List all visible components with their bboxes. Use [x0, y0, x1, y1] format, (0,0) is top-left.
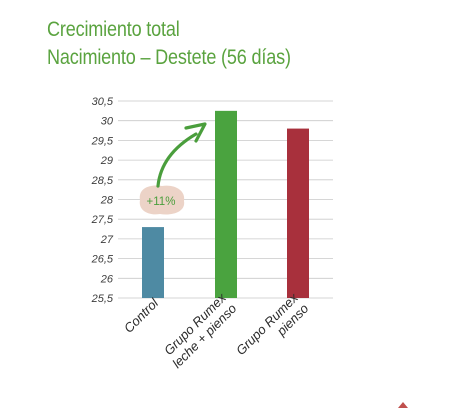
annotation-label: +11%: [147, 196, 176, 208]
y-tick-label: 29,5: [91, 135, 114, 147]
annotation-arrowhead: [184, 122, 207, 143]
corner-triangle-icon: [398, 402, 408, 408]
y-tick-label: 28,5: [91, 175, 114, 187]
y-tick-label: 25,5: [91, 293, 114, 305]
y-tick-label: 26,5: [91, 254, 114, 266]
chart-title-line-1: Crecimiento total: [47, 18, 180, 41]
y-tick-label: 30: [101, 116, 114, 128]
y-tick-label: 27: [100, 234, 114, 246]
annotation-bubble: [139, 185, 185, 215]
y-tick-label: 29: [100, 155, 113, 167]
y-tick-label: 28: [100, 195, 114, 207]
bar: [215, 110, 237, 298]
chart-title-line-2: Nacimiento – Destete (56 días): [47, 46, 291, 69]
chart-title: Crecimiento total Nacimiento – Destete (…: [47, 16, 291, 72]
bar: [142, 227, 164, 298]
y-tick-label: 26: [100, 273, 114, 285]
y-tick-label: 27,5: [91, 214, 114, 226]
annotation-arrow: [156, 132, 198, 188]
y-tick-label: 30,5: [92, 96, 114, 108]
bar: [287, 128, 309, 298]
category-label: Control: [121, 295, 162, 336]
